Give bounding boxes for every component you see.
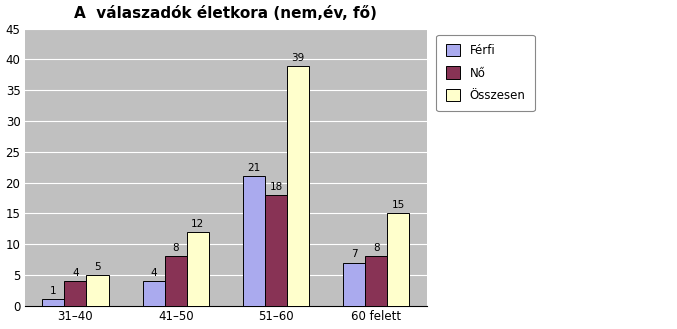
Text: 4: 4 xyxy=(150,268,157,278)
Text: 8: 8 xyxy=(373,243,380,253)
Text: 4: 4 xyxy=(72,268,79,278)
Bar xyxy=(343,263,366,306)
Bar xyxy=(187,232,209,306)
Bar xyxy=(64,281,87,306)
Text: 39: 39 xyxy=(292,53,305,63)
Text: 5: 5 xyxy=(94,262,101,272)
Bar xyxy=(43,299,64,306)
Text: 12: 12 xyxy=(191,219,204,229)
Bar xyxy=(287,65,309,306)
Text: 18: 18 xyxy=(269,182,283,192)
Title: A  válaszadók életkora (nem,év, fő): A válaszadók életkora (nem,év, fő) xyxy=(74,6,377,20)
Legend: Férfi, Nő, Összesen: Férfi, Nő, Összesen xyxy=(437,35,535,112)
Bar xyxy=(243,176,265,306)
Text: 21: 21 xyxy=(247,163,261,173)
Text: 15: 15 xyxy=(392,200,405,210)
Bar xyxy=(87,275,108,306)
Text: 8: 8 xyxy=(173,243,179,253)
Bar xyxy=(387,213,410,306)
Bar xyxy=(165,256,187,306)
Text: 7: 7 xyxy=(351,249,357,260)
Bar xyxy=(265,195,287,306)
Text: 1: 1 xyxy=(50,286,57,296)
Bar xyxy=(366,256,387,306)
Bar xyxy=(143,281,165,306)
